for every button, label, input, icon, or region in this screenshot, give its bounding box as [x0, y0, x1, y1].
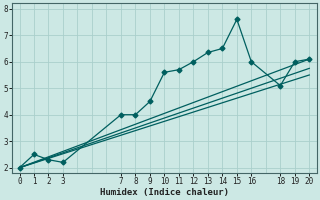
- X-axis label: Humidex (Indice chaleur): Humidex (Indice chaleur): [100, 188, 229, 197]
